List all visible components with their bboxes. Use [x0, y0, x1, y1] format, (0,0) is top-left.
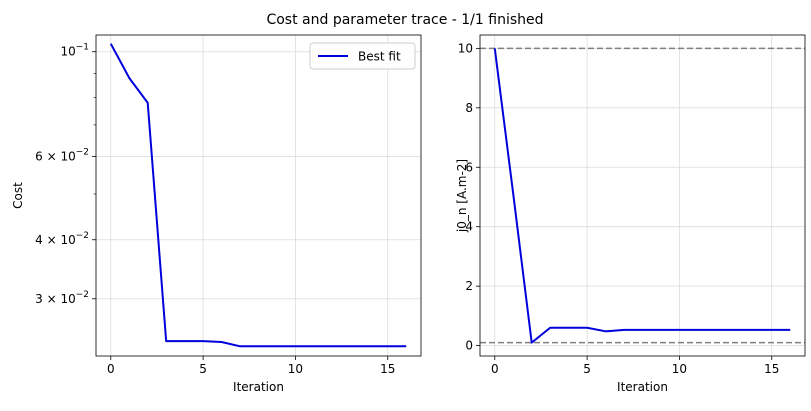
plot-frame — [95, 34, 422, 357]
y-tick-label: 0 — [465, 339, 473, 353]
series-line — [109, 43, 407, 348]
x-tick-label: 10 — [288, 362, 303, 376]
y-tick-label: 6 — [465, 160, 473, 174]
x-tick-label: 0 — [107, 362, 115, 376]
x-tick-label: 10 — [672, 362, 687, 376]
x-tick-label: 15 — [764, 362, 779, 376]
y-tick-label: 10 — [458, 41, 473, 55]
y-tick-exponent: −1 — [76, 43, 89, 53]
legend-label: Best fit — [358, 50, 401, 64]
y-tick-label: 4 — [465, 220, 473, 234]
x-tick-label: 5 — [583, 362, 591, 376]
x-tick-label: 0 — [491, 362, 499, 376]
y-tick-exponent: −2 — [76, 148, 89, 158]
legend: Best fit — [309, 42, 416, 70]
plot-frame — [479, 34, 806, 357]
y-tick-label: 4 × 10−2 — [35, 231, 89, 247]
y-axis-label: Cost — [11, 182, 25, 209]
y-tick-label: 10−1 — [60, 43, 89, 59]
series-line — [493, 48, 791, 344]
x-tick-label: 5 — [199, 362, 207, 376]
plot-area — [480, 35, 805, 356]
plot-area — [96, 35, 421, 356]
y-tick-label: 8 — [465, 101, 473, 115]
x-axis-label: Iteration — [617, 380, 668, 394]
y-tick-mantissa: 10 — [60, 45, 75, 59]
x-tick-label: 15 — [380, 362, 395, 376]
y-tick-exponent: −2 — [76, 231, 89, 241]
y-tick-label: 2 — [465, 279, 473, 293]
y-tick-mantissa: 3 × 10 — [35, 292, 76, 306]
y-tick-label: 6 × 10−2 — [35, 148, 89, 164]
x-axis-label: Iteration — [233, 380, 284, 394]
y-tick-mantissa: 6 × 10 — [35, 150, 76, 164]
y-tick-exponent: −2 — [76, 290, 89, 300]
parameter-panel: 0 5 10 15 0 2 4 6 8 10 Iteration j0_n [A.m-2] — [455, 34, 806, 394]
y-axis-label: j0_n [A.m-2] — [455, 159, 469, 233]
legend-box — [309, 42, 416, 70]
figure-title: Cost and parameter trace - 1/1 finished — [266, 12, 543, 28]
y-tick-mantissa: 4 × 10 — [35, 233, 76, 247]
y-tick-label: 3 × 10−2 — [35, 290, 89, 306]
